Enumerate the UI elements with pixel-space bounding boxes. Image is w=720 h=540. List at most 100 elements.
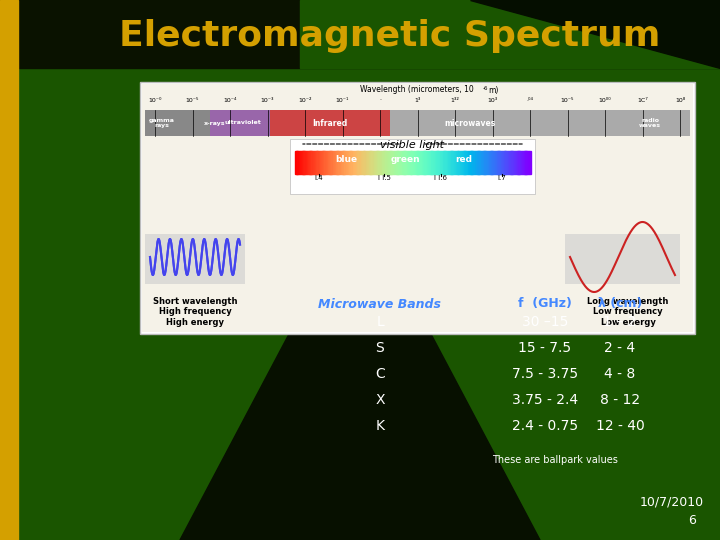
Bar xyxy=(495,151,496,174)
Text: Infrared: Infrared xyxy=(312,118,348,127)
Text: 6: 6 xyxy=(688,514,696,526)
Bar xyxy=(390,151,392,174)
Text: -6: -6 xyxy=(482,85,487,91)
Bar xyxy=(472,151,473,174)
Bar xyxy=(296,151,298,174)
Bar xyxy=(383,151,384,174)
Bar xyxy=(436,151,438,174)
Bar xyxy=(489,151,490,174)
Bar xyxy=(328,151,330,174)
Bar xyxy=(370,151,372,174)
Bar xyxy=(377,151,379,174)
Bar xyxy=(297,151,299,174)
Bar xyxy=(448,151,449,174)
Bar xyxy=(433,151,436,174)
Bar xyxy=(355,151,356,174)
Text: 10⁻⁵: 10⁻⁵ xyxy=(561,98,574,103)
Bar xyxy=(320,151,321,174)
Bar xyxy=(308,151,310,174)
Bar xyxy=(423,151,425,174)
Text: 4 - 8: 4 - 8 xyxy=(604,367,636,381)
Bar xyxy=(438,151,440,174)
Text: Wavelength (micrometers, 10: Wavelength (micrometers, 10 xyxy=(360,85,474,94)
Bar xyxy=(517,151,518,174)
Bar xyxy=(413,151,414,174)
Bar xyxy=(323,151,325,174)
Bar xyxy=(411,151,413,174)
Text: l l.6: l l.6 xyxy=(434,175,447,181)
Text: 15 - 7.5: 15 - 7.5 xyxy=(518,341,572,355)
Bar xyxy=(344,151,346,174)
Bar xyxy=(318,151,319,174)
Bar xyxy=(336,151,338,174)
Bar xyxy=(140,82,695,334)
Bar xyxy=(0,0,18,540)
Bar xyxy=(353,151,354,174)
Bar xyxy=(325,151,326,174)
Bar xyxy=(420,151,423,174)
Text: K: K xyxy=(376,419,384,433)
Bar xyxy=(389,151,391,174)
Bar xyxy=(430,151,432,174)
Polygon shape xyxy=(180,200,540,540)
Bar xyxy=(424,151,426,174)
Bar xyxy=(301,151,302,174)
Text: red: red xyxy=(456,154,473,164)
Bar xyxy=(426,151,427,174)
Bar xyxy=(372,151,373,174)
Bar xyxy=(270,110,390,136)
Text: 10⁻³: 10⁻³ xyxy=(261,98,274,103)
Bar xyxy=(309,151,311,174)
Bar xyxy=(428,151,429,174)
Bar xyxy=(483,151,485,174)
Bar xyxy=(397,151,399,174)
Bar xyxy=(449,151,451,174)
Bar xyxy=(315,151,317,174)
Bar xyxy=(487,151,488,174)
Polygon shape xyxy=(300,0,720,68)
Bar xyxy=(454,151,455,174)
Text: 10⁸: 10⁸ xyxy=(675,98,685,103)
Text: 8 - 12: 8 - 12 xyxy=(600,393,640,407)
Bar xyxy=(565,234,680,284)
Bar xyxy=(361,151,362,174)
Bar xyxy=(347,151,348,174)
Bar xyxy=(325,151,327,174)
Text: l.4: l.4 xyxy=(314,175,323,181)
Bar xyxy=(487,151,490,174)
Bar xyxy=(435,151,436,174)
Text: 12 - 40: 12 - 40 xyxy=(595,419,644,433)
Bar xyxy=(379,151,382,174)
Text: 1C⁷: 1C⁷ xyxy=(637,98,648,103)
Bar xyxy=(491,151,493,174)
Bar xyxy=(474,151,477,174)
Bar xyxy=(511,151,513,174)
Bar xyxy=(330,151,332,174)
Text: L: L xyxy=(376,315,384,329)
Text: Short wavelength
High frequency
High energy: Short wavelength High frequency High ene… xyxy=(153,297,238,327)
Bar xyxy=(426,151,428,174)
Text: λ (cm): λ (cm) xyxy=(598,298,642,310)
Bar xyxy=(379,151,380,174)
Bar xyxy=(316,151,318,174)
Text: x-rays: x-rays xyxy=(204,120,226,125)
Bar xyxy=(362,151,364,174)
Bar xyxy=(384,151,386,174)
Bar xyxy=(477,151,479,174)
Text: 10⁻¹: 10⁻¹ xyxy=(336,98,349,103)
Bar xyxy=(464,151,466,174)
Text: 10³: 10³ xyxy=(487,98,498,103)
Bar xyxy=(451,151,453,174)
Bar xyxy=(526,151,528,174)
Text: Electromagnetic Spectrum: Electromagnetic Spectrum xyxy=(120,19,661,53)
Text: C: C xyxy=(375,367,385,381)
Text: l l.5: l l.5 xyxy=(378,175,391,181)
Bar xyxy=(522,151,523,174)
Bar xyxy=(385,151,387,174)
Bar xyxy=(329,151,330,174)
Text: 2.4 - 0.75: 2.4 - 0.75 xyxy=(512,419,578,433)
Bar xyxy=(409,151,410,174)
Bar xyxy=(410,151,412,174)
Text: 30 –15: 30 –15 xyxy=(522,315,568,329)
Bar xyxy=(354,151,356,174)
